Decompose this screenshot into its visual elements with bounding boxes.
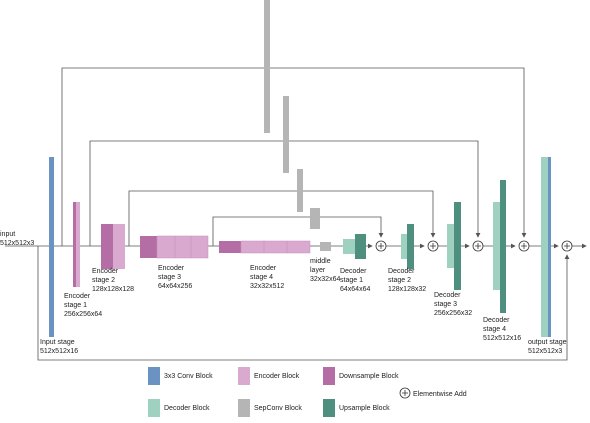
node-label: 512x512x3 <box>0 240 34 247</box>
node-label: Decoder <box>388 268 415 275</box>
encoder-block <box>156 235 209 259</box>
encoder-block <box>113 224 125 269</box>
add-node <box>561 240 573 252</box>
decoder-block <box>343 239 355 254</box>
node-label: stage 2 <box>388 277 411 284</box>
blocks <box>49 0 551 337</box>
node-label: Decoder <box>434 292 461 299</box>
downsample-block <box>101 224 113 269</box>
downsample-block <box>219 241 241 253</box>
node-label: stage 4 <box>250 274 273 281</box>
node-label: output stage <box>528 339 567 346</box>
legend-swatch <box>399 387 411 399</box>
decoder-block <box>447 224 454 268</box>
add-node <box>472 240 484 252</box>
legend-swatch <box>323 399 335 417</box>
legend-label: Downsample Block <box>339 373 399 380</box>
add-node <box>375 240 387 252</box>
node-label: 32x32x512 <box>250 283 284 290</box>
node-label: 512x512x16 <box>483 335 521 342</box>
node-label: 512x512x16 <box>40 348 78 355</box>
legend-swatch <box>238 399 250 417</box>
node-label: layer <box>310 267 326 274</box>
sepconv-block <box>283 96 289 173</box>
node-label: input <box>0 231 15 238</box>
legend-label: SepConv Block <box>254 405 302 412</box>
node-label: Input stage <box>40 339 75 346</box>
node-label: middle <box>310 258 331 265</box>
downsample-block <box>73 202 76 287</box>
legend-swatch <box>148 399 160 417</box>
add-node <box>518 240 530 252</box>
encoder-block <box>240 240 311 254</box>
encoder-block <box>76 202 80 287</box>
upsample-block <box>500 180 506 313</box>
node-label: stage 4 <box>483 326 506 333</box>
node-label: stage 1 <box>340 277 363 284</box>
decoder-block <box>493 202 500 290</box>
sepconv-block <box>320 242 331 251</box>
node-label: Encoder <box>64 293 91 300</box>
labels: input 512x512x3 Input stage 512x512x16 Encod… <box>0 231 567 355</box>
node-label: stage 3 <box>158 274 181 281</box>
node-label: Decoder <box>483 317 510 324</box>
decoder-block <box>541 157 548 337</box>
legend-label: 3x3 Conv Block <box>164 373 213 380</box>
node-label: 256x256x32 <box>434 310 472 317</box>
sepconv-block <box>310 208 320 229</box>
sepconv-block <box>297 169 303 212</box>
legend-swatch <box>323 367 335 385</box>
node-label: Decoder <box>340 268 367 275</box>
node-label: stage 3 <box>434 301 457 308</box>
conv-block <box>49 157 54 337</box>
connections <box>5 67 587 361</box>
node-label: Encoder <box>250 265 277 272</box>
legend: 3x3 Conv Block Encoder Block Downsample … <box>148 367 467 417</box>
node-label: 64x64x256 <box>158 283 192 290</box>
node-label: Encoder <box>158 265 185 272</box>
node-label: 128x128x128 <box>92 286 134 293</box>
legend-label: Upsample Block <box>339 405 390 412</box>
legend-label: Encoder Block <box>254 373 300 380</box>
node-label: stage 2 <box>92 277 115 284</box>
divider <box>263 241 288 253</box>
conv-block <box>548 157 551 337</box>
node-label: 32x32x64 <box>310 276 340 283</box>
upsample-block <box>407 224 414 269</box>
node-label: stage 1 <box>64 302 87 309</box>
legend-swatch <box>148 367 160 385</box>
node-label: 64x64x64 <box>340 286 370 293</box>
node-label: Encoder <box>92 268 119 275</box>
node-label: 128x128x32 <box>388 286 426 293</box>
legend-swatch <box>238 367 250 385</box>
node-label: 512x512x3 <box>528 348 562 355</box>
sepconv-block <box>264 0 270 133</box>
downsample-block <box>140 236 157 258</box>
upsample-block <box>454 202 461 290</box>
adds <box>375 240 573 252</box>
upsample-block <box>355 234 366 259</box>
legend-label: Decoder Block <box>164 405 210 412</box>
decoder-block <box>401 234 407 259</box>
add-node <box>427 240 439 252</box>
node-label: 256x256x64 <box>64 311 102 318</box>
divider <box>174 236 192 258</box>
legend-label: Elementwise Add <box>413 391 467 398</box>
